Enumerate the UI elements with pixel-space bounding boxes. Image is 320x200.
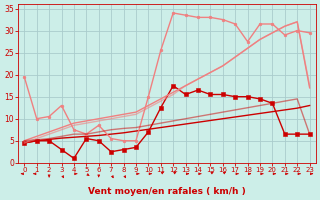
X-axis label: Vent moyen/en rafales ( km/h ): Vent moyen/en rafales ( km/h ) <box>88 187 246 196</box>
